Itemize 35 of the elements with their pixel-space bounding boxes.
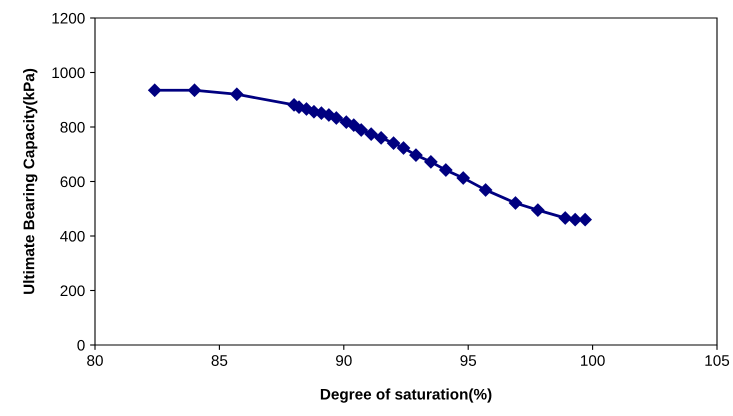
y-tick-label: 1000	[52, 67, 85, 78]
x-tick-label: 105	[705, 355, 730, 366]
point	[396, 141, 410, 155]
point	[479, 183, 492, 197]
x-tick-label: 85	[212, 355, 228, 366]
point	[230, 88, 244, 101]
x-tick-label: 95	[460, 355, 476, 366]
point	[558, 211, 572, 225]
point	[424, 155, 438, 168]
point	[409, 148, 423, 162]
point	[347, 118, 360, 132]
point	[386, 136, 400, 150]
point	[568, 213, 582, 226]
point	[456, 171, 470, 185]
point	[354, 123, 368, 137]
point	[148, 84, 162, 97]
x-tick-label: 90	[336, 355, 352, 366]
y-tick-label: 0	[77, 340, 85, 351]
point	[330, 111, 343, 125]
point	[531, 204, 544, 217]
y-tick-label: 800	[60, 122, 85, 133]
point	[364, 127, 378, 141]
point	[374, 131, 388, 144]
x-tick-label: 80	[87, 355, 103, 366]
y-tick-label: 200	[60, 285, 85, 296]
x-axis-title: Degree of saturation(%)	[320, 388, 492, 403]
point	[578, 213, 592, 226]
y-tick-label: 1200	[52, 12, 85, 24]
point	[188, 84, 202, 97]
x-tick-label: 100	[581, 355, 605, 366]
y-tick-label: 400	[60, 230, 85, 242]
point	[508, 196, 522, 210]
point	[439, 163, 452, 177]
y-axis-title: Ultimate Bearing Capacity(kPa)	[23, 68, 38, 294]
y-tick-label: 600	[60, 176, 85, 188]
